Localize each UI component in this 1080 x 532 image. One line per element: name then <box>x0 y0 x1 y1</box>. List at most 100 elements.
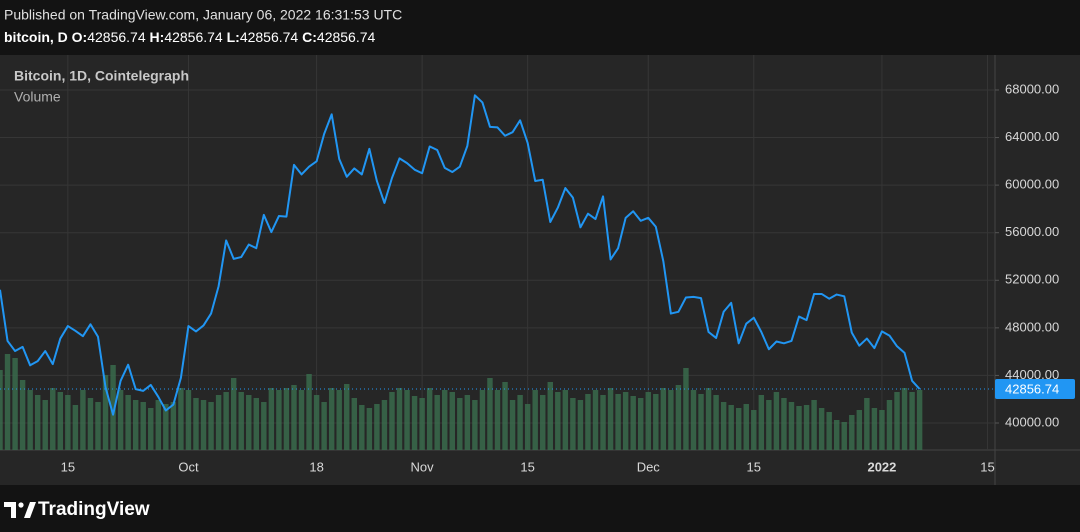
ohlc-value: 42856.74 <box>164 29 223 45</box>
volume-bar <box>253 398 260 450</box>
volume-bar <box>170 402 177 450</box>
published-line: Published on TradingView.com, January 06… <box>4 7 402 23</box>
volume-bar <box>735 408 742 450</box>
volume-bar <box>570 398 576 450</box>
volume-bar <box>818 408 825 450</box>
volume-bar <box>803 405 810 450</box>
volume-bar <box>50 388 56 450</box>
volume-bar <box>283 388 290 450</box>
y-tick-label: 40000.00 <box>1005 414 1059 429</box>
volume-bar <box>215 395 222 450</box>
volume-bar <box>291 385 297 450</box>
volume-bar <box>65 395 71 450</box>
volume-bar <box>547 382 553 450</box>
volume-bar <box>12 358 18 450</box>
ohlc-value: 42856.74 <box>240 29 299 45</box>
volume-bar <box>585 394 591 450</box>
volume-bar <box>87 398 94 450</box>
volume-bar <box>208 402 214 450</box>
volume-bar <box>728 405 734 450</box>
volume-bar <box>841 422 847 450</box>
volume-bar <box>675 385 682 450</box>
volume-bar <box>261 402 267 450</box>
volume-bar <box>517 395 523 450</box>
volume-bar <box>321 402 327 450</box>
volume-bar <box>909 392 915 450</box>
volume-bar <box>110 365 116 450</box>
volume-bar <box>336 390 342 450</box>
volume-bar <box>351 398 357 450</box>
volume-bar <box>163 404 169 450</box>
brand-logo <box>4 502 36 518</box>
ohlc-key: C: <box>302 29 317 45</box>
volume-bar <box>879 410 885 450</box>
volume-bar <box>148 408 154 450</box>
volume-bar <box>833 420 840 450</box>
volume-bar <box>426 388 433 450</box>
volume-bar <box>102 375 109 450</box>
volume-bar <box>72 405 79 450</box>
x-tick-label: 15 <box>520 459 534 474</box>
x-tick-label: 18 <box>309 459 323 474</box>
y-tick-label: 44000.00 <box>1005 367 1059 382</box>
volume-bar <box>434 395 440 450</box>
y-tick-label: 68000.00 <box>1005 81 1059 96</box>
volume-bar <box>140 402 146 450</box>
volume-bar <box>178 388 184 450</box>
y-tick-label: 48000.00 <box>1005 319 1059 334</box>
volume-bar <box>532 390 538 450</box>
volume-bar <box>660 388 667 450</box>
volume-bar <box>524 404 531 450</box>
volume-bar <box>57 392 64 450</box>
ohlc-value: 42856.74 <box>317 29 376 45</box>
volume-bar <box>705 388 712 450</box>
x-tick-label: Oct <box>178 459 199 474</box>
volume-bar <box>713 395 719 450</box>
volume-bar <box>487 378 493 450</box>
volume-bar <box>894 392 900 450</box>
volume-bar <box>540 395 546 450</box>
volume-bar <box>457 398 463 450</box>
volume-bar <box>796 406 802 450</box>
volume-bar <box>298 390 305 450</box>
volume-bar <box>389 392 395 450</box>
legend-entry: Bitcoin, 1D, Cointelegraph <box>14 68 189 84</box>
logo-mark <box>18 502 24 508</box>
volume-bar <box>223 392 229 450</box>
ohlc-key: H: <box>150 29 165 45</box>
price-line <box>0 94 921 416</box>
volume-bar <box>653 394 659 450</box>
volume-bar <box>268 388 275 450</box>
volume-bar <box>630 396 636 450</box>
volume-bar <box>577 400 584 450</box>
volume-bar <box>788 402 795 450</box>
logo-mark <box>4 502 16 518</box>
volume-bar <box>751 410 757 450</box>
volume-bar <box>464 395 471 450</box>
ohlc-key: L: <box>227 29 240 45</box>
x-tick-label: Dec <box>637 459 661 474</box>
volume-bar <box>916 390 923 450</box>
volume-bar <box>193 398 199 450</box>
volume-bar <box>34 395 41 450</box>
x-tick-label: 2022 <box>867 459 896 474</box>
logo-mark <box>24 502 36 518</box>
x-tick-label: 15 <box>747 459 761 474</box>
volume-bar <box>381 400 388 450</box>
volume-bar <box>886 400 893 450</box>
volume-bar <box>200 400 207 450</box>
y-tick-label: 60000.00 <box>1005 177 1059 192</box>
volume-bar <box>607 388 614 450</box>
volume-bar <box>276 390 282 450</box>
volume-bar <box>404 390 410 450</box>
volume-bar <box>849 415 855 450</box>
volume-bar <box>374 404 380 450</box>
volume-bar <box>864 398 870 450</box>
volume-bar <box>328 388 335 450</box>
y-tick-label: 64000.00 <box>1005 129 1059 144</box>
volume-bar <box>472 400 478 450</box>
volume-bar <box>494 390 501 450</box>
volume-bar <box>230 378 237 450</box>
x-tick-label: Nov <box>411 459 435 474</box>
